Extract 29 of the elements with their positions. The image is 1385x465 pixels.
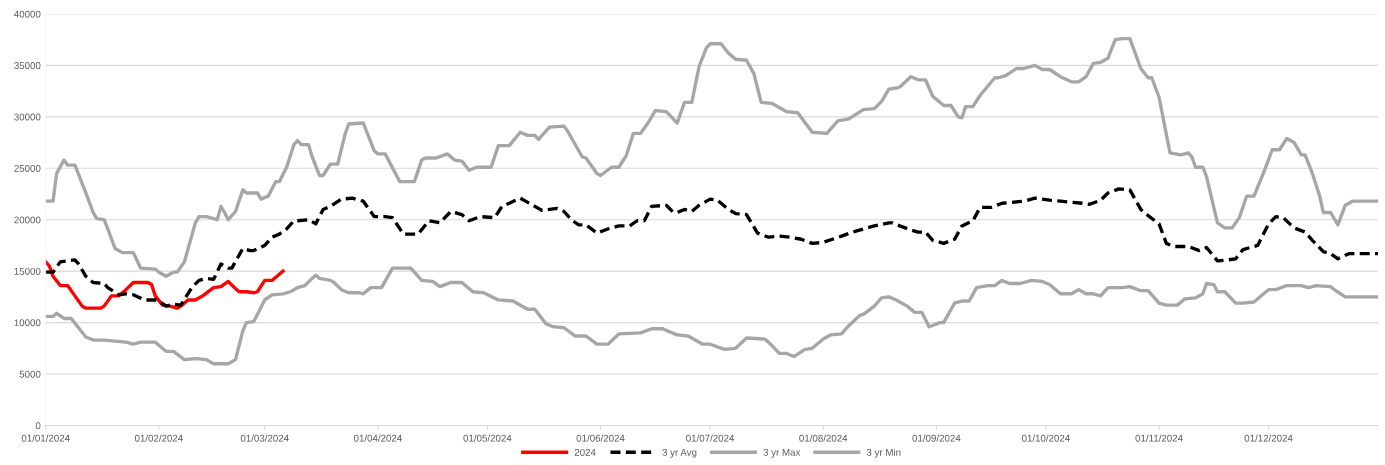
x-tick-label: 01/02/2024: [134, 434, 183, 442]
x-tick-label: 01/04/2024: [353, 434, 402, 442]
x-tick-label: 01/07/2024: [686, 434, 735, 442]
legend-label: 3 yr Max: [763, 448, 801, 458]
y-tick-label: 5000: [19, 370, 41, 378]
line-series: [45, 260, 285, 310]
y-tick-label: 0: [35, 422, 41, 430]
x-tick-label: 01/03/2024: [240, 434, 289, 442]
x-tick-label: 01/06/2024: [576, 434, 625, 442]
y-tick-label: 40000: [14, 10, 41, 18]
line-series: [45, 266, 1379, 366]
legend-label: 2024: [574, 448, 596, 456]
x-tick-label: 01/11/2024: [1135, 434, 1183, 442]
y-tick-label: 15000: [14, 267, 41, 275]
y-tick-label: 10000: [14, 319, 41, 327]
x-tick-label: 01/12/2024: [1244, 434, 1293, 442]
y-tick-label: 20000: [14, 216, 41, 224]
legend-label: 3 yr Min: [866, 448, 901, 458]
legend-label: 3 yr Avg: [662, 448, 697, 458]
x-tick-label: 01/05/2024: [463, 434, 512, 442]
x-tick-label: 01/09/2024: [912, 434, 961, 442]
line-series: [45, 187, 1379, 308]
x-tick-label: 01/01/2024: [21, 434, 70, 442]
y-tick-label: 30000: [14, 113, 41, 121]
x-tick-label: 01/08/2024: [799, 434, 848, 442]
x-tick-label: 01/10/2024: [1021, 434, 1070, 442]
y-tick-label: 35000: [14, 62, 41, 70]
line-series: [45, 36, 1379, 278]
y-tick-label: 25000: [14, 165, 41, 172]
